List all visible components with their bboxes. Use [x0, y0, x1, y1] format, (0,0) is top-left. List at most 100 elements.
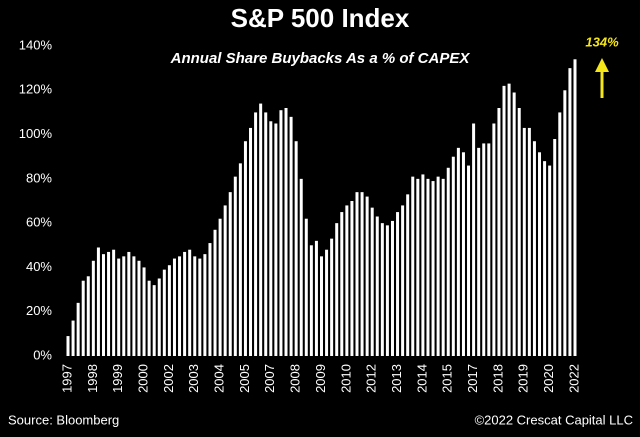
bar [431, 181, 435, 356]
arrow-head [595, 58, 609, 72]
bar [152, 285, 156, 356]
bar [299, 178, 303, 356]
bar [101, 254, 105, 356]
bar [472, 123, 476, 356]
bar [568, 68, 572, 357]
x-tick-label: 2010 [338, 364, 353, 393]
bar [482, 143, 486, 356]
x-tick-label: 2008 [288, 364, 303, 393]
x-tick-label: 2012 [364, 364, 379, 393]
source: Source: Bloomberg [8, 412, 119, 427]
bar [269, 121, 273, 357]
x-tick-label: 1999 [110, 364, 125, 393]
bar [264, 112, 268, 356]
bar [446, 167, 450, 356]
bar [320, 256, 323, 356]
bar [117, 258, 121, 356]
bar [188, 249, 192, 356]
x-tick-label: 2003 [186, 364, 201, 393]
y-tick-label: 60% [26, 215, 52, 230]
y-tick-label: 0% [33, 347, 52, 362]
bar [309, 245, 313, 356]
bar [558, 112, 562, 356]
bar [553, 139, 557, 356]
bar [127, 251, 131, 356]
bar [380, 223, 384, 356]
annotation: 134% [585, 34, 619, 49]
bar [304, 218, 308, 356]
bar [345, 205, 349, 356]
bar [436, 176, 440, 356]
bar [527, 127, 531, 356]
x-tick-label: 2013 [389, 364, 404, 393]
bar [284, 108, 288, 356]
bar [375, 216, 379, 356]
bar [390, 220, 394, 356]
bar [86, 276, 90, 356]
bar [294, 141, 298, 356]
bar [492, 123, 496, 356]
bar [461, 152, 465, 356]
bar [81, 280, 85, 356]
bar [325, 249, 329, 356]
bar [91, 260, 95, 356]
bar [451, 156, 455, 356]
bar [355, 192, 359, 356]
x-tick-label: 2007 [262, 364, 277, 393]
bar [335, 223, 339, 356]
bar [112, 249, 116, 356]
bar [507, 83, 511, 357]
bar [193, 256, 197, 356]
bar [406, 194, 410, 356]
bar [228, 192, 232, 356]
bar [142, 267, 146, 356]
chart-title: S&P 500 Index [231, 3, 410, 33]
bar [538, 152, 542, 356]
x-tick-label: 2020 [541, 364, 556, 393]
bar [502, 85, 506, 356]
bar [183, 251, 187, 356]
bar [218, 218, 222, 356]
bar [517, 108, 521, 356]
bar [314, 240, 318, 356]
x-tick-label: 2022 [566, 364, 581, 393]
bar [426, 178, 430, 356]
chart-subtitle: Annual Share Buybacks As a % of CAPEX [170, 50, 471, 67]
bar [274, 123, 278, 356]
bar [289, 116, 293, 356]
bar [137, 260, 141, 356]
bar [279, 110, 283, 356]
bar [497, 108, 501, 356]
x-tick-label: 2018 [490, 364, 505, 393]
x-tick-label: 2002 [161, 364, 176, 393]
bar [512, 92, 516, 356]
bar [157, 278, 161, 356]
bar [76, 302, 80, 356]
bar [203, 254, 207, 356]
bar [122, 256, 126, 356]
bar [573, 59, 577, 357]
bar [340, 212, 344, 356]
bar [467, 165, 471, 356]
bar [66, 336, 70, 356]
bar [416, 178, 420, 356]
bar [167, 265, 171, 356]
bar [213, 229, 217, 356]
y-tick-label: 40% [26, 259, 52, 274]
bar [254, 112, 258, 356]
bar [147, 280, 151, 356]
bar [532, 141, 536, 356]
y-tick-label: 140% [19, 37, 53, 52]
bar [365, 196, 369, 356]
x-tick-label: 1997 [59, 364, 74, 393]
bar [259, 103, 263, 356]
bar [96, 247, 100, 356]
y-tick-label: 20% [26, 303, 52, 318]
bar [487, 143, 491, 356]
bar [330, 238, 334, 356]
bar [477, 147, 481, 356]
bar [456, 147, 460, 356]
bar [543, 161, 547, 356]
bar [522, 127, 526, 356]
